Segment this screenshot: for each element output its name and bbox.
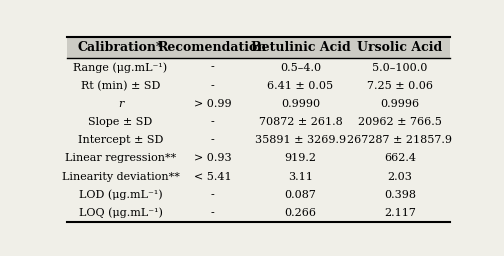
Text: 0.266: 0.266 — [284, 208, 317, 218]
Text: -: - — [211, 135, 214, 145]
Text: > 0.93: > 0.93 — [194, 153, 231, 163]
Text: LOD (μg.mL⁻¹): LOD (μg.mL⁻¹) — [79, 189, 162, 200]
Text: LOQ (μg.mL⁻¹): LOQ (μg.mL⁻¹) — [79, 208, 162, 218]
Text: Intercept ± SD: Intercept ± SD — [78, 135, 163, 145]
Text: Slope ± SD: Slope ± SD — [88, 117, 153, 127]
Text: Betulinic Acid: Betulinic Acid — [250, 41, 350, 54]
Text: 5.0–100.0: 5.0–100.0 — [372, 62, 427, 72]
Text: -: - — [211, 208, 214, 218]
Text: -: - — [211, 117, 214, 127]
Text: 6.41 ± 0.05: 6.41 ± 0.05 — [267, 81, 334, 91]
Text: Calibration*: Calibration* — [78, 41, 163, 54]
Text: r: r — [118, 99, 123, 109]
Text: 20962 ± 766.5: 20962 ± 766.5 — [358, 117, 442, 127]
Text: 70872 ± 261.8: 70872 ± 261.8 — [259, 117, 342, 127]
Text: 662.4: 662.4 — [384, 153, 416, 163]
FancyBboxPatch shape — [67, 37, 450, 58]
Text: > 0.99: > 0.99 — [194, 99, 231, 109]
Text: 0.398: 0.398 — [384, 190, 416, 200]
Text: 0.9996: 0.9996 — [381, 99, 419, 109]
Text: < 5.41: < 5.41 — [194, 172, 231, 182]
Text: 0.087: 0.087 — [284, 190, 317, 200]
Text: Recomendation: Recomendation — [158, 41, 267, 54]
Text: 3.11: 3.11 — [288, 172, 313, 182]
Text: 0.9990: 0.9990 — [281, 99, 320, 109]
Text: 267287 ± 21857.9: 267287 ± 21857.9 — [347, 135, 453, 145]
Text: Range (μg.mL⁻¹): Range (μg.mL⁻¹) — [74, 62, 167, 73]
Text: Rt (min) ± SD: Rt (min) ± SD — [81, 81, 160, 91]
Text: 0.5–4.0: 0.5–4.0 — [280, 62, 321, 72]
Text: Linearity deviation**: Linearity deviation** — [61, 172, 179, 182]
Text: Linear regression**: Linear regression** — [65, 153, 176, 163]
Text: 2.03: 2.03 — [388, 172, 412, 182]
Text: 7.25 ± 0.06: 7.25 ± 0.06 — [367, 81, 433, 91]
Text: 919.2: 919.2 — [284, 153, 317, 163]
Text: -: - — [211, 62, 214, 72]
Text: 2.117: 2.117 — [384, 208, 416, 218]
Text: Ursolic Acid: Ursolic Acid — [357, 41, 443, 54]
Text: 35891 ± 3269.9: 35891 ± 3269.9 — [255, 135, 346, 145]
Text: -: - — [211, 81, 214, 91]
Text: -: - — [211, 190, 214, 200]
